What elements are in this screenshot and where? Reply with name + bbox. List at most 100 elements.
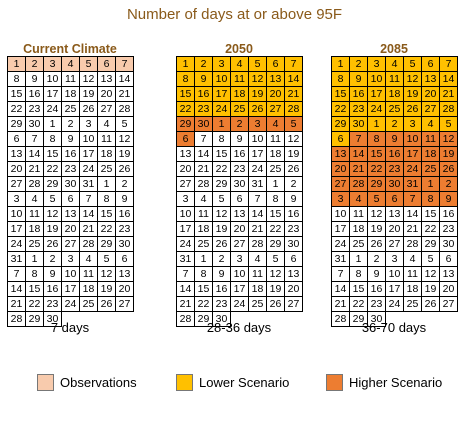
calendar-day-cell: 20 [116, 282, 134, 297]
calendar-day-cell: 9 [213, 267, 231, 282]
calendar-day-cell: 1 [98, 177, 116, 192]
calendar-day-cell: 24 [213, 102, 231, 117]
calendar-day-cell: 9 [285, 192, 303, 207]
calendar-day-cell: 3 [332, 192, 350, 207]
calendar-day-cell: 23 [26, 102, 44, 117]
calendar-day-cell: 20 [386, 222, 404, 237]
calendar-day-cell: 18 [80, 282, 98, 297]
calendar-day-cell: 19 [368, 222, 386, 237]
calendar-day-cell: 27 [332, 177, 350, 192]
calendar-day-cell: 13 [285, 267, 303, 282]
calendar-day-cell: 6 [98, 57, 116, 72]
calendar-day-cell: 5 [368, 192, 386, 207]
calendar-day-cell: 15 [8, 87, 26, 102]
calendar-day-cell: 13 [116, 267, 134, 282]
calendar-day-cell: 23 [213, 297, 231, 312]
calendar-day-cell: 27 [98, 102, 116, 117]
calendar-day-cell: 22 [422, 222, 440, 237]
calendar-day-cell: 5 [404, 57, 422, 72]
calendar-day-cell: 8 [26, 267, 44, 282]
calendar-day-cell: 12 [249, 72, 267, 87]
calendar-day-cell: 14 [332, 282, 350, 297]
calendar-day-cell: 12 [80, 72, 98, 87]
calendar-day-cell: 21 [26, 162, 44, 177]
calendar-day-cell: 24 [332, 237, 350, 252]
calendar-day-cell: 21 [80, 222, 98, 237]
calendar-day-cell: 31 [249, 177, 267, 192]
calendar-day-cell: 3 [249, 117, 267, 132]
calendar-day-cell: 2 [116, 177, 134, 192]
calendar-day-cell: 2 [440, 177, 458, 192]
calendar-day-cell: 30 [350, 117, 368, 132]
calendar-day-cell: 25 [195, 237, 213, 252]
calendar-day-cell: 27 [285, 297, 303, 312]
calendar-day-cell: 2 [213, 252, 231, 267]
calendar-day-cell: 3 [8, 192, 26, 207]
calendar-day-cell: 25 [386, 102, 404, 117]
calendar-day-cell: 1 [368, 117, 386, 132]
calendar-day-cell: 29 [350, 312, 368, 327]
calendar-day-cell: 29 [8, 117, 26, 132]
calendar-day-cell: 3 [62, 252, 80, 267]
calendar-day-cell: 23 [368, 297, 386, 312]
calendar-day-cell: 30 [285, 237, 303, 252]
calendar-day-cell: 11 [249, 267, 267, 282]
calendar-day-cell: 22 [368, 162, 386, 177]
calendar-day-cell: 25 [350, 237, 368, 252]
calendar-day-cell: 28 [8, 312, 26, 327]
calendar-day-cell: 30 [26, 117, 44, 132]
calendar-day-cell: 14 [177, 282, 195, 297]
calendar-day-cell: 22 [332, 102, 350, 117]
calendar-day-cell: 11 [386, 72, 404, 87]
calendar-day-cell: 1 [213, 117, 231, 132]
calendar-day-cell: 19 [404, 87, 422, 102]
calendar-day-cell: 24 [177, 237, 195, 252]
legend-label: Observations [60, 375, 137, 390]
calendar-day-cell: 15 [44, 147, 62, 162]
calendar-day-cell: 20 [422, 87, 440, 102]
calendar-day-cell: 12 [440, 132, 458, 147]
calendar-day-cell: 4 [62, 57, 80, 72]
calendar-day-cell: 23 [116, 222, 134, 237]
calendar-day-cell: 22 [213, 162, 231, 177]
calendar-day-cell: 26 [116, 162, 134, 177]
calendar-day-cell: 3 [386, 252, 404, 267]
calendar-day-cell: 13 [332, 147, 350, 162]
calendar-day-cell: 20 [177, 162, 195, 177]
calendar-day-cell: 6 [332, 132, 350, 147]
calendar-day-cell: 2 [44, 252, 62, 267]
panel-title: 2085 [380, 42, 408, 56]
calendar-day-cell: 7 [404, 192, 422, 207]
calendar-day-cell: 26 [440, 162, 458, 177]
calendar-day-cell: 1 [267, 177, 285, 192]
calendar-day-cell: 5 [422, 252, 440, 267]
calendar-day-cell: 10 [386, 267, 404, 282]
calendar-day-cell: 17 [177, 222, 195, 237]
calendar-day-cell: 31 [8, 252, 26, 267]
calendar-day-cell: 6 [8, 132, 26, 147]
calendar-day-cell: 17 [62, 282, 80, 297]
calendar-day-cell: 8 [98, 192, 116, 207]
calendar-day-cell: 28 [116, 102, 134, 117]
calendar-day-cell: 18 [249, 282, 267, 297]
calendar-day-cell: 9 [116, 192, 134, 207]
calendar-day-cell: 5 [440, 117, 458, 132]
calendar-day-cell: 2 [231, 117, 249, 132]
calendar-day-cell: 20 [231, 222, 249, 237]
calendar-day-cell: 6 [422, 57, 440, 72]
calendar-day-cell: 11 [267, 132, 285, 147]
calendar-day-cell: 30 [116, 237, 134, 252]
calendar-day-cell: 30 [440, 237, 458, 252]
calendar-day-cell: 28 [350, 177, 368, 192]
calendar-day-cell: 8 [8, 72, 26, 87]
calendar-day-cell: 26 [213, 237, 231, 252]
calendar-day-cell: 11 [422, 132, 440, 147]
chart-title: Number of days at or above 95F [126, 6, 343, 23]
calendar-day-cell: 17 [8, 222, 26, 237]
calendar-day-cell: 11 [80, 267, 98, 282]
calendar-day-cell: 24 [80, 162, 98, 177]
calendar-day-cell: 26 [422, 297, 440, 312]
calendar-day-cell: 9 [62, 132, 80, 147]
calendar-day-cell: 19 [267, 282, 285, 297]
calendar-day-cell: 10 [80, 132, 98, 147]
